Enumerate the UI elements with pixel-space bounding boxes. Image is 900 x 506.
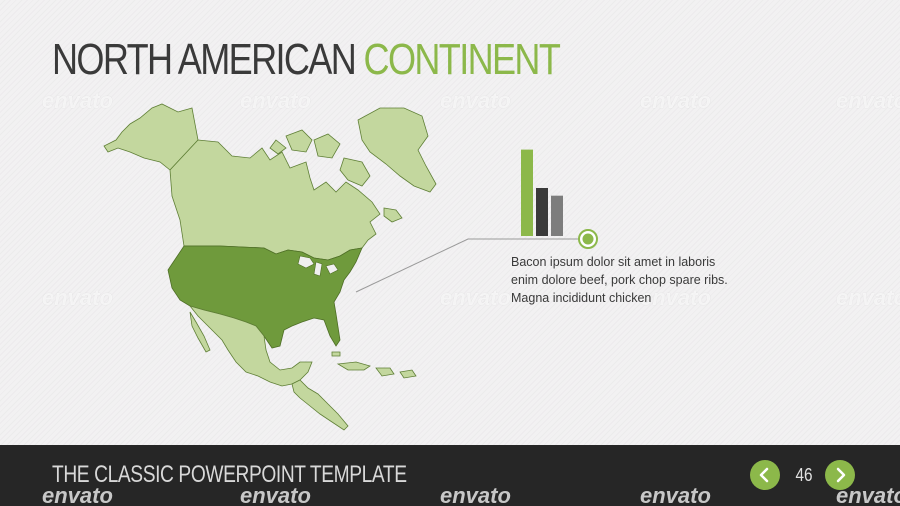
watermark-text: envato [836,285,900,310]
title-part-2: CONTINENT [363,35,561,84]
callout-marker [578,229,598,249]
callout-marker-dot [582,233,594,245]
watermark-text: envato [640,88,711,113]
watermark-text: envato [836,88,900,113]
mini-bar [536,188,548,236]
description-line: Magna incididunt chicken [511,291,652,305]
map-region-newfoundland [383,207,403,223]
map-region-baffin [339,157,371,187]
map-region-greenland [357,107,437,193]
slide-title: NORTH AMERICAN CONTINENT [52,34,561,86]
watermark-text: envato [640,483,711,506]
footer-title: THE CLASSIC POWERPOINT TEMPLATE [52,461,407,488]
next-slide-button[interactable] [825,460,855,490]
watermark-text: envato [440,483,511,506]
previous-slide-button[interactable] [750,460,780,490]
chevron-left-icon [759,467,769,483]
map-great-lakes [297,255,339,277]
description-line: enim dolore beef, pork chop spare ribs. [511,273,728,287]
map-region-canada [169,139,381,261]
page-number: 46 [795,465,813,485]
title-part-1: NORTH AMERICAN [52,35,357,84]
footer-bar: THE CLASSIC POWERPOINT TEMPLATE 46 envat… [0,445,900,506]
chevron-right-icon [836,467,846,483]
description-line: Bacon ipsum dolor sit amet in laboris [511,255,716,269]
description-text: Bacon ipsum dolor sit amet in laboris en… [511,253,771,307]
mini-bar-chart [521,149,563,236]
map-region-mexico [188,305,313,387]
map-region-central-america [291,379,349,431]
mini-bar [521,149,533,236]
map-region-caribbean [331,351,417,379]
mini-bar [551,195,563,236]
map-region-arctic-islands [269,129,341,159]
map-region-alaska [103,103,199,171]
north-america-map [103,103,437,431]
